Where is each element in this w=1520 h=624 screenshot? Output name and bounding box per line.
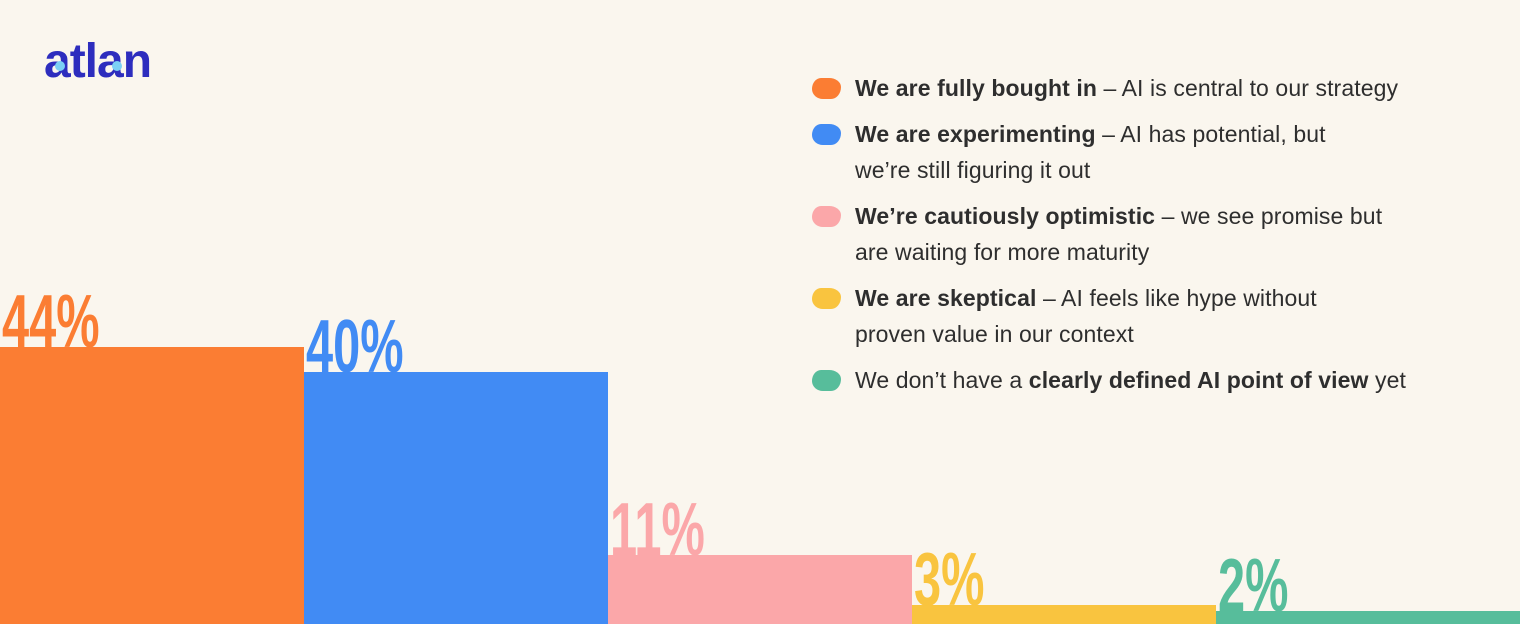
legend-item-experimenting: We are experimenting – AI has potential,…	[812, 116, 1502, 188]
bar-value-label-3: 11%	[610, 487, 705, 572]
chart-legend: We are fully bought in – AI is central t…	[812, 70, 1502, 408]
bar-value-label-4: 3%	[914, 537, 985, 622]
legend-item-label: We are fully bought in – AI is central t…	[855, 70, 1398, 106]
legend-item-label: We are skeptical – AI feels like hype wi…	[855, 280, 1317, 352]
bar-value-label-5: 2%	[1218, 543, 1289, 624]
legend-item-label: We’re cautiously optimistic – we see pro…	[855, 198, 1382, 270]
legend-label-bold: clearly defined AI point of view	[1028, 367, 1369, 393]
bar-value-label-2: 40%	[306, 304, 404, 389]
legend-label-regular: we’re still figuring it out	[855, 157, 1091, 183]
chart-bar-4	[912, 605, 1216, 624]
chart-bar-1	[0, 347, 304, 624]
legend-label-regular: – AI has potential, but	[1095, 121, 1326, 147]
legend-label-regular: yet	[1368, 367, 1407, 393]
legend-label-bold: We are experimenting	[855, 121, 1096, 147]
legend-item-cautiously-optimistic: We’re cautiously optimistic – we see pro…	[812, 198, 1502, 270]
legend-swatch-icon	[812, 370, 841, 391]
legend-label-regular: – AI feels like hype without	[1036, 285, 1317, 311]
chart-bar-5	[1216, 611, 1520, 624]
atlan-logo: atlan	[44, 38, 152, 90]
legend-swatch-icon	[812, 288, 841, 309]
legend-label-regular: – AI is central to our strategy	[1097, 75, 1399, 101]
legend-label-bold: We are fully bought in	[855, 75, 1098, 101]
legend-item-label: We are experimenting – AI has potential,…	[855, 116, 1326, 188]
logo-a-dot-icon	[112, 61, 122, 71]
legend-label-regular: – we see promise but	[1155, 203, 1383, 229]
legend-swatch-icon	[812, 124, 841, 145]
legend-label-bold: We’re cautiously optimistic	[855, 203, 1156, 229]
bar-value-label-1: 44%	[2, 279, 100, 364]
legend-item-fully-bought-in: We are fully bought in – AI is central t…	[812, 70, 1502, 106]
legend-label-regular: We don’t have a	[855, 367, 1029, 393]
legend-item-skeptical: We are skeptical – AI feels like hype wi…	[812, 280, 1502, 352]
chart-bar-3	[608, 555, 912, 624]
chart-bar-2	[304, 372, 608, 624]
logo-a-dot-icon	[55, 61, 65, 71]
legend-label-bold: We are skeptical	[855, 285, 1037, 311]
legend-label-regular: proven value in our context	[855, 321, 1134, 347]
legend-item-label: We don’t have a clearly defined AI point…	[855, 362, 1406, 398]
legend-item-no-defined-pov: We don’t have a clearly defined AI point…	[812, 362, 1502, 398]
legend-label-regular: are waiting for more maturity	[855, 239, 1150, 265]
legend-swatch-icon	[812, 206, 841, 227]
legend-swatch-icon	[812, 78, 841, 99]
